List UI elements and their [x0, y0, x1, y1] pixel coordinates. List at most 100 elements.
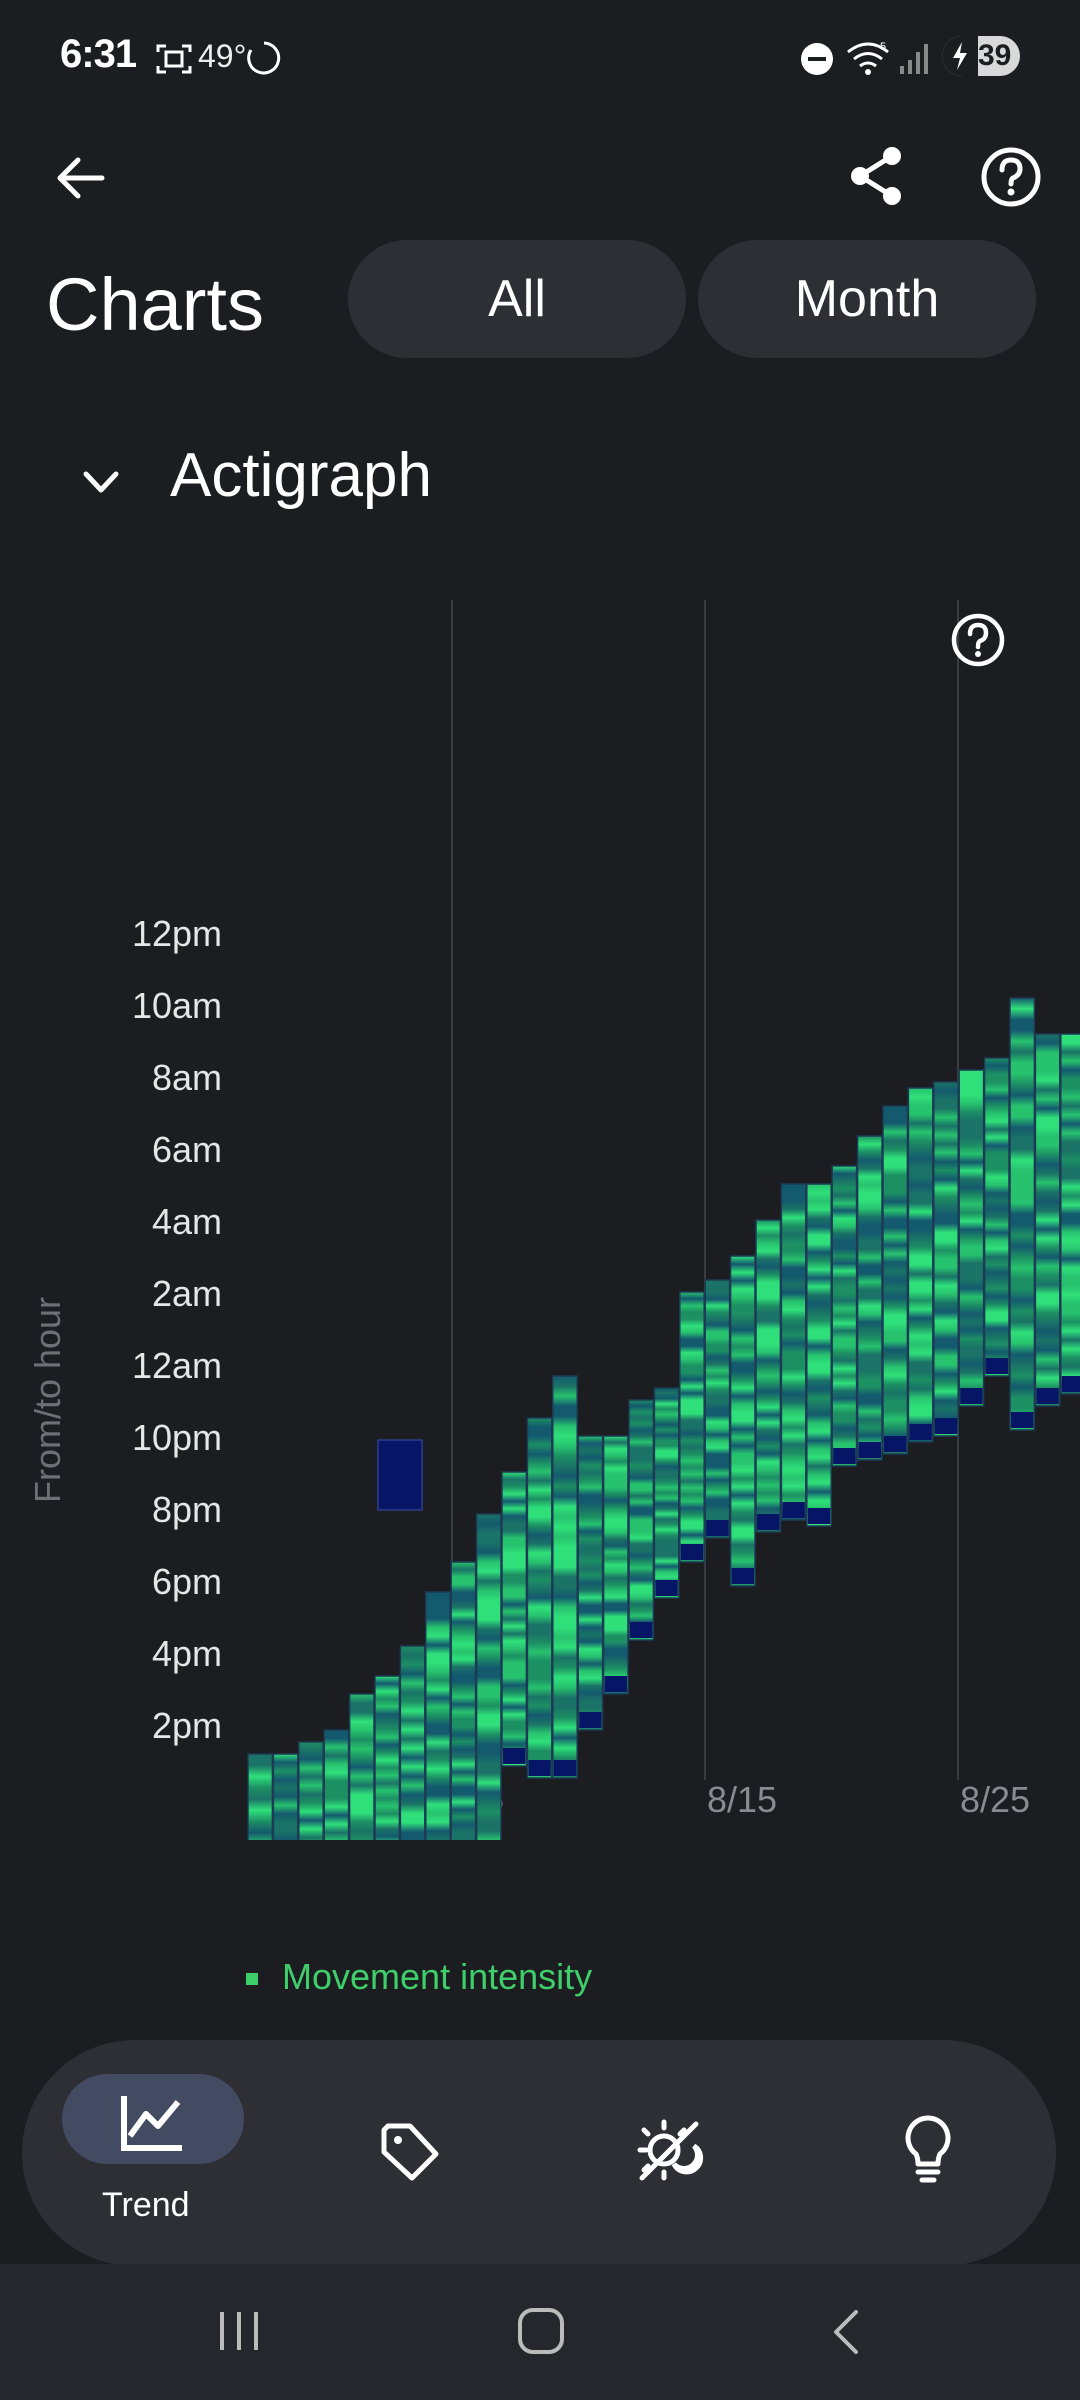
actigraph-bar-low-segment	[1036, 1388, 1059, 1404]
actigraph-bar-low-segment	[934, 1418, 958, 1434]
y-tick-label: 2pm	[152, 1705, 222, 1746]
chevron-down-icon[interactable]	[78, 462, 124, 502]
actigraph-bar	[323, 1729, 350, 2073]
y-tick-label: 6pm	[152, 1561, 222, 1602]
page-title: Charts	[46, 263, 264, 346]
actigraph-bar	[602, 1435, 629, 1695]
actigraph-bar-low-segment	[909, 1424, 932, 1440]
actigraph-bar-no-data	[377, 1439, 423, 1511]
y-tick-label: 10pm	[132, 1417, 222, 1458]
actigraph-bar-low-segment	[604, 1676, 627, 1692]
actigraph-bar-low-segment	[985, 1358, 1008, 1374]
y-tick-label: 6am	[152, 1129, 222, 1170]
actigraph-bar	[272, 1753, 299, 2097]
actigraph-bar	[526, 1417, 553, 1779]
actigraph-bar	[933, 1081, 959, 1437]
legend-swatch	[246, 1973, 258, 1986]
actigraph-bar-low-segment	[655, 1580, 678, 1596]
actigraph-bar-low-segment	[503, 1748, 526, 1764]
battery-icon: 39	[942, 36, 1020, 76]
actigraph-bar	[1034, 1033, 1061, 1407]
actigraph-chart-svg: 12pm 10am 8am 6am 4am 2am 12am 10pm 8pm 6pm 4pm 2pm…	[27, 600, 1080, 2205]
actigraph-bar	[399, 1645, 426, 2019]
actigraph-bar	[425, 1591, 451, 1947]
actigraph-bar	[806, 1183, 832, 1527]
status-time: 6:31	[60, 32, 137, 76]
actigraph-bar-low-segment	[782, 1502, 805, 1518]
actigraph-bar	[856, 1135, 883, 1461]
actigraph-bar-low-segment	[630, 1622, 653, 1638]
section-title: Actigraph	[170, 441, 432, 510]
actigraph-bar-low-segment	[553, 1760, 577, 1776]
help-icon[interactable]	[980, 146, 1042, 208]
actigraph-bar	[983, 1057, 1010, 1377]
actigraph-bar-low-segment	[884, 1436, 907, 1452]
actigraph-bar-low-segment	[731, 1568, 754, 1584]
bottom-nav: Trend	[22, 2040, 1056, 2266]
actigraph-bar	[577, 1435, 604, 1731]
actigraph-bar	[450, 1561, 477, 1863]
back-arrow-icon[interactable]	[54, 152, 106, 204]
range-month-button[interactable]: Month	[698, 240, 1036, 358]
actigraph-bar	[552, 1375, 578, 1779]
signal-icon	[900, 44, 928, 74]
actigraph-bar	[704, 1279, 731, 1539]
actigraph-bar	[679, 1291, 705, 1563]
y-tick-label: 4pm	[152, 1633, 222, 1674]
actigraph-bar	[501, 1471, 528, 1767]
actigraph-bar	[729, 1255, 756, 1587]
actigraph-bar	[298, 1741, 324, 2091]
recents-icon[interactable]	[214, 2308, 264, 2354]
actigraph-bar-low-segment	[858, 1442, 881, 1458]
actigraph-bar-low-segment	[1061, 1376, 1080, 1392]
loading-icon	[247, 41, 281, 75]
home-icon[interactable]	[516, 2306, 566, 2356]
y-tick-label: 10am	[132, 985, 222, 1026]
actigraph-bar	[1060, 1033, 1080, 1395]
back-icon[interactable]	[826, 2308, 866, 2356]
battery-level: 39	[978, 39, 1012, 72]
svg-text:5: 5	[880, 41, 886, 53]
actigraph-bar	[1009, 997, 1036, 1431]
actigraph-bar	[780, 1183, 807, 1521]
chart-help-icon[interactable]	[951, 613, 1005, 667]
y-tick-label: 8pm	[152, 1489, 222, 1530]
trend-chart-icon[interactable]	[118, 2092, 188, 2152]
tag-icon[interactable]	[378, 2120, 442, 2184]
wifi-icon: 5	[847, 41, 889, 75]
actigraph-bar	[475, 1513, 502, 1899]
actigraph-bar-low-segment	[528, 1760, 551, 1776]
actigraph-bar	[247, 1753, 274, 2205]
actigraph-bar	[653, 1387, 680, 1599]
actigraph-bar-low-segment	[706, 1520, 729, 1536]
actigraph-bar-low-segment	[680, 1544, 704, 1560]
actigraph-chart: 12pm 10am 8am 6am 4am 2am 12am 10pm 8pm 6pm 4pm 2pm…	[0, 580, 1080, 2205]
chart-legend: Movement intensity	[246, 1956, 592, 1998]
actigraph-bar	[755, 1219, 782, 1533]
sleep-settings-icon[interactable]	[634, 2116, 704, 2186]
system-nav-bar	[0, 2264, 1080, 2400]
share-icon[interactable]	[846, 144, 906, 208]
actigraph-bar	[348, 1693, 375, 2061]
lightbulb-icon[interactable]	[902, 2114, 954, 2188]
nav-trend-label[interactable]: Trend	[102, 2186, 190, 2224]
screenshot-icon	[156, 44, 192, 74]
range-all-button[interactable]: All	[348, 240, 686, 358]
y-tick-label: 12pm	[132, 913, 222, 954]
x-tick-label: 8/25	[960, 1779, 1030, 1820]
y-tick-label: 2am	[152, 1273, 222, 1314]
actigraph-bar	[958, 1069, 985, 1407]
y-tick-label: 4am	[152, 1201, 222, 1242]
actigraph-bar	[628, 1399, 655, 1641]
x-tick-label: 8/15	[707, 1779, 777, 1820]
status-bar: 6:31 49° 5 39	[0, 0, 1080, 120]
actigraph-bar-low-segment	[757, 1514, 780, 1530]
actigraph-bar-low-segment	[833, 1448, 856, 1464]
actigraph-bar-low-segment	[807, 1508, 831, 1524]
y-tick-label: 12am	[132, 1345, 222, 1386]
actigraph-bar-low-segment	[579, 1712, 602, 1728]
do-not-disturb-icon	[801, 43, 833, 75]
actigraph-bar-low-segment	[960, 1388, 983, 1404]
y-tick-label: 8am	[152, 1057, 222, 1098]
actigraph-bar	[907, 1087, 934, 1443]
